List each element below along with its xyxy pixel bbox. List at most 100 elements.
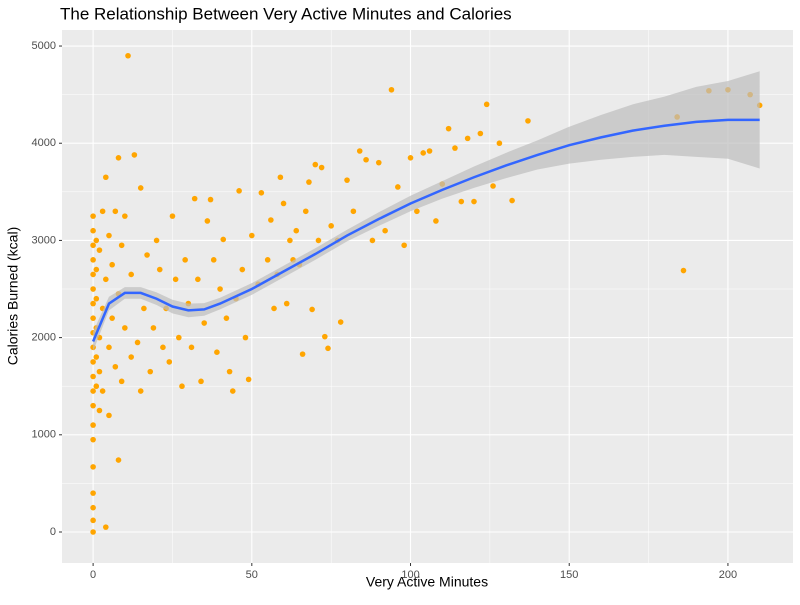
point — [93, 237, 100, 244]
point — [182, 257, 188, 263]
point — [420, 150, 427, 156]
point — [277, 174, 284, 181]
point — [90, 271, 96, 278]
point — [344, 177, 350, 183]
point — [169, 213, 176, 219]
point — [134, 339, 141, 346]
point — [90, 529, 96, 535]
point — [445, 125, 452, 132]
point — [166, 359, 173, 365]
point — [309, 306, 315, 313]
point — [90, 227, 96, 234]
point — [220, 236, 227, 243]
y-tick-label: 2000 — [32, 332, 56, 344]
point — [103, 524, 109, 530]
point — [90, 213, 96, 219]
point — [363, 156, 369, 163]
point — [90, 436, 96, 443]
point — [280, 200, 287, 207]
point — [369, 237, 376, 244]
confidence-band — [93, 71, 760, 352]
point — [188, 344, 195, 351]
point — [471, 198, 477, 205]
point — [191, 195, 198, 202]
point — [407, 155, 414, 161]
point — [106, 344, 112, 351]
point — [464, 135, 471, 142]
point — [318, 164, 325, 171]
point — [160, 344, 166, 351]
point — [131, 152, 138, 158]
point — [293, 227, 300, 234]
point — [201, 320, 208, 326]
point — [525, 118, 531, 124]
point — [315, 237, 322, 244]
point — [147, 368, 154, 375]
y-tick-label: 5000 — [32, 40, 56, 52]
point — [90, 373, 96, 380]
point — [207, 196, 214, 203]
point — [414, 208, 420, 215]
point — [496, 140, 503, 147]
point — [103, 174, 109, 181]
point — [99, 388, 106, 394]
point — [264, 257, 271, 263]
point — [96, 368, 103, 375]
x-tick-label: 0 — [90, 569, 96, 581]
point — [509, 197, 515, 204]
y-tick-label: 4000 — [32, 137, 56, 149]
x-axis-title: Very Active Minutes — [366, 574, 488, 590]
point — [242, 334, 249, 341]
point — [118, 378, 125, 385]
y-tick-label: 0 — [50, 526, 56, 538]
point — [99, 208, 106, 215]
point — [112, 208, 119, 215]
point — [490, 183, 496, 189]
point — [287, 237, 293, 244]
point — [483, 101, 490, 108]
point — [90, 422, 96, 428]
point — [210, 257, 217, 263]
point — [388, 86, 395, 93]
point — [90, 286, 96, 292]
point — [137, 388, 144, 394]
point — [106, 232, 112, 239]
point — [328, 223, 334, 229]
x-tick-label: 100 — [401, 569, 419, 581]
point — [122, 213, 128, 219]
point — [153, 237, 160, 244]
point — [156, 266, 163, 273]
point — [109, 315, 115, 321]
point — [90, 402, 96, 409]
point — [258, 189, 265, 196]
point — [115, 457, 122, 463]
point — [477, 130, 484, 137]
point — [90, 242, 96, 249]
chart-title: The Relationship Between Very Active Min… — [60, 4, 512, 23]
point — [93, 354, 100, 360]
point — [426, 148, 433, 154]
point — [96, 247, 103, 253]
point — [249, 232, 255, 239]
point — [322, 333, 328, 340]
point — [90, 300, 96, 307]
point — [150, 325, 157, 331]
point — [680, 267, 687, 274]
point — [125, 52, 131, 59]
point — [90, 257, 96, 263]
y-axis-title: Calories Burned (kcal) — [5, 227, 21, 366]
point — [115, 155, 122, 161]
point — [312, 161, 319, 168]
point — [268, 217, 274, 223]
point — [93, 295, 100, 302]
point — [226, 368, 233, 375]
x-tick-label: 200 — [719, 569, 737, 581]
point — [198, 378, 204, 385]
point — [122, 325, 128, 331]
point — [137, 185, 144, 191]
point — [176, 334, 182, 341]
point — [179, 383, 185, 390]
point — [302, 208, 309, 215]
point — [452, 145, 458, 151]
